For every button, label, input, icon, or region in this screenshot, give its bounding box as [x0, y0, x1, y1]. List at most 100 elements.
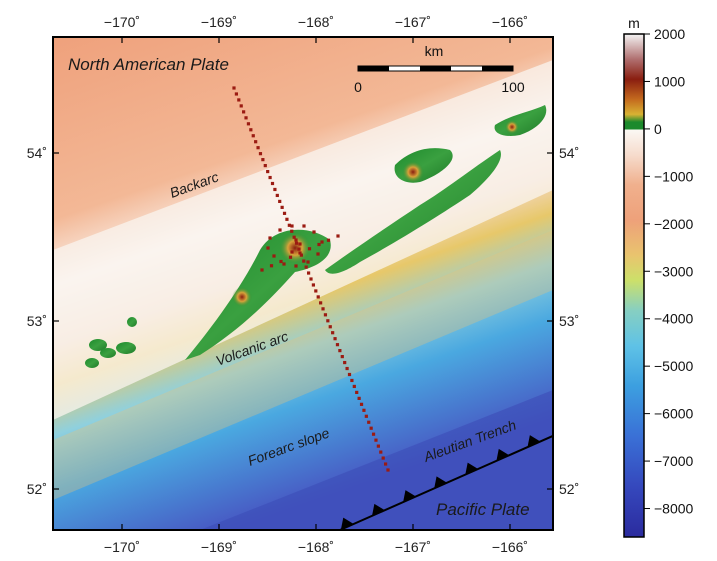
- station-marker: [335, 343, 340, 347]
- latitude-ticks-left: 54˚ 53˚ 52˚: [27, 145, 59, 497]
- station-marker: [246, 122, 251, 126]
- station-marker: [374, 438, 378, 442]
- station-marker: [357, 396, 361, 400]
- station-marker: [278, 199, 282, 204]
- station-marker: [298, 242, 302, 246]
- station-marker: [302, 259, 306, 263]
- station-marker: [282, 262, 286, 266]
- station-marker: [254, 140, 258, 144]
- station-marker: [273, 187, 277, 192]
- north-american-plate-label: North American Plate: [68, 55, 229, 74]
- trench-deep: [200, 390, 553, 530]
- colorbar: m 2000 1000 0 −1000 −2000 −3000 −4000 −5000 −600…: [623, 15, 694, 538]
- islet-1: [89, 339, 107, 351]
- station-marker: [319, 301, 323, 305]
- station-marker: [266, 169, 270, 174]
- station-marker: [285, 217, 289, 221]
- station-marker: [290, 250, 294, 254]
- makushin-peak: [402, 161, 424, 183]
- forearc-band: [53, 230, 553, 500]
- lon-label-bottom: −166˚: [492, 539, 528, 555]
- longitude-ticks-top: −170˚ −169˚ −168˚ −167˚ −166˚: [104, 14, 528, 43]
- station-marker: [294, 264, 298, 268]
- lon-label-bottom: −170˚: [104, 539, 140, 555]
- station-marker: [338, 349, 342, 353]
- station-marker: [258, 152, 263, 156]
- station-marker: [317, 242, 321, 247]
- station-marker: [326, 319, 330, 323]
- station-marker: [316, 295, 320, 299]
- colorbar-tick-label: −7000: [654, 453, 694, 469]
- station-marker: [320, 240, 324, 244]
- station-marker: [331, 331, 335, 335]
- station-marker: [309, 277, 313, 281]
- colorbar-tick-label: −1000: [654, 168, 694, 184]
- station-marker: [323, 313, 328, 317]
- colorbar-tick-label: −8000: [654, 501, 694, 517]
- station-marker: [364, 414, 368, 418]
- trench-tooth: [434, 476, 448, 489]
- scale-end: 100: [501, 79, 525, 95]
- lon-label-top: −168˚: [298, 14, 334, 30]
- station-marker: [298, 251, 302, 255]
- station-marker: [297, 247, 301, 251]
- station-marker: [242, 110, 246, 114]
- lon-label-bottom: −167˚: [395, 539, 431, 555]
- trench-tooth: [403, 490, 416, 503]
- akutan-peak: [505, 120, 519, 134]
- station-marker: [299, 253, 303, 257]
- station-marker: [292, 235, 296, 239]
- station-marker: [282, 211, 287, 215]
- station-marker: [307, 247, 312, 251]
- station-marker: [371, 432, 376, 436]
- station-marker: [304, 265, 308, 269]
- colorbar-ticks: 2000 1000 0 −1000 −2000 −3000 −4000 −5000 −6000 −…: [644, 26, 694, 517]
- station-marker: [379, 450, 383, 454]
- lat-label-right: 52˚: [559, 481, 579, 497]
- station-marker: [279, 259, 283, 264]
- station-marker: [340, 354, 344, 359]
- station-marker: [355, 390, 359, 395]
- station-marker: [249, 128, 253, 132]
- station-marker: [270, 181, 275, 186]
- station-marker: [244, 116, 248, 120]
- station-marker: [312, 230, 316, 234]
- lat-label-right: 53˚: [559, 313, 579, 329]
- colorbar-unit: m: [628, 15, 640, 31]
- station-marker: [306, 260, 310, 264]
- station-marker: [383, 462, 388, 466]
- station-marker: [347, 372, 352, 377]
- colorbar-tick-label: −5000: [654, 358, 694, 374]
- umnak-peak: [232, 287, 252, 307]
- colorbar-tick-label: 1000: [654, 73, 685, 89]
- station-marker: [302, 224, 306, 228]
- station-marker: [381, 456, 385, 460]
- lon-label-top: −167˚: [395, 14, 431, 30]
- aleutian-trench-line: [339, 434, 553, 530]
- station-marker: [294, 241, 299, 245]
- islet-3: [116, 342, 136, 354]
- station-markers: [232, 86, 390, 472]
- station-marker: [316, 252, 320, 256]
- islet-4: [85, 358, 99, 368]
- station-marker: [362, 408, 366, 412]
- islands: [85, 105, 547, 368]
- station-marker: [288, 255, 293, 259]
- station-marker: [345, 366, 349, 371]
- station-marker: [328, 325, 332, 329]
- scale-bar: km 0 100: [354, 43, 525, 95]
- colorbar-tick-label: −4000: [654, 311, 694, 327]
- station-marker: [266, 246, 270, 250]
- unalaska-island: [325, 150, 501, 274]
- map-frame: [52, 36, 554, 531]
- station-marker: [263, 163, 267, 168]
- trench-tooth: [372, 503, 385, 516]
- station-marker: [268, 175, 272, 180]
- station-marker: [352, 384, 356, 389]
- lat-label-right: 54˚: [559, 145, 579, 161]
- station-marker: [386, 468, 390, 472]
- colorbar-tick-label: 0: [654, 121, 662, 137]
- station-marker: [268, 236, 272, 240]
- lat-label-left: 54˚: [27, 145, 47, 161]
- longitude-ticks-bottom: −170˚ −169˚ −168˚ −167˚ −166˚: [104, 524, 528, 555]
